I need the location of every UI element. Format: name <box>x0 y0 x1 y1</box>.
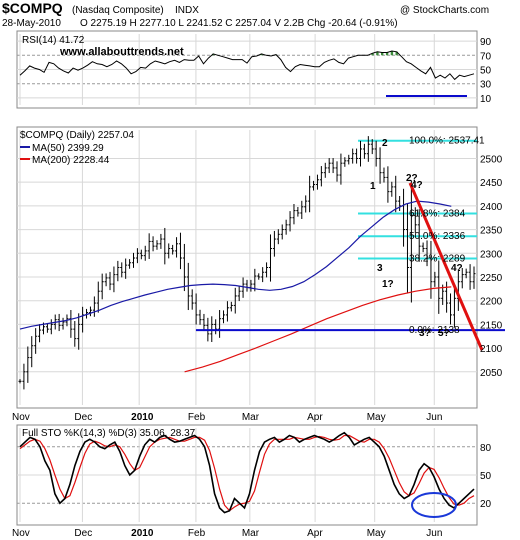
sto-tick-label: 50 <box>480 471 492 482</box>
site-label: www.allabouttrends.net <box>59 46 184 58</box>
fib-labels: 100.0%: 2537.41 61.8%: 2384 50.0%: 2336 38.… <box>409 136 485 336</box>
sto-k-line <box>19 431 475 514</box>
wave-label: 3? <box>419 328 431 339</box>
header-symbol: $COMPQ <box>2 0 63 16</box>
price-label: $COMPQ (Daily) 2257.04 <box>20 130 134 141</box>
wave-label: 1 <box>370 181 376 192</box>
price-tick-label: 2300 <box>480 249 503 260</box>
price-tick-label: 2150 <box>480 320 503 331</box>
fib-label: 0.0%: 2138 <box>409 325 460 336</box>
price-tick-label: 2400 <box>480 202 503 213</box>
ma200-legend: MA(200) 2228.44 <box>32 155 110 166</box>
x-tick-label: 2010 <box>131 412 154 423</box>
trendline <box>408 182 484 351</box>
price-grid <box>17 130 477 405</box>
fib-label: 61.8%: 2384 <box>409 208 466 219</box>
header-name: (Nasdaq Composite) <box>72 5 164 16</box>
wave-label: 5? <box>438 328 450 339</box>
ma200-line <box>184 286 452 373</box>
x-tick-label: Dec <box>74 528 92 539</box>
rsi-panel: RSI(14) 41.72 www.allabouttrends.net 10 3… <box>16 30 492 109</box>
price-tick-label: 2450 <box>480 178 503 189</box>
rsi-line <box>19 50 475 81</box>
price-ticks: 2050 2100 2150 2200 2250 2300 2350 2400 2450 2500 <box>480 154 503 378</box>
price-tick-label: 2500 <box>480 154 503 165</box>
wave-labels: 1 2 3 4? 5? 1? 2? 3? 4? <box>370 138 463 339</box>
price-panel: 100.0%: 2537.41 61.8%: 2384 50.0%: 2336 38.… <box>16 126 505 409</box>
sto-circle <box>411 492 457 518</box>
fib-label: 38.2%: 2289 <box>409 253 466 264</box>
price-tick-label: 2050 <box>480 368 503 379</box>
sto-ticks: 20 50 80 <box>480 443 492 510</box>
header-date: 28-May-2010 <box>2 18 61 29</box>
x-tick-label: Nov <box>12 528 30 539</box>
price-tick-label: 2100 <box>480 344 503 355</box>
x-axis-price: Nov Dec 2010 Feb Mar Apr May Jun <box>12 412 442 423</box>
sto-tick-label: 20 <box>480 499 492 510</box>
rsi-tick-label: 10 <box>480 94 492 105</box>
rsi-tick-label: 70 <box>480 51 492 62</box>
x-tick-label: Jun <box>426 528 442 539</box>
x-tick-label: Dec <box>74 412 92 423</box>
sto-label: Full STO %K(14,3) %D(3) 35.06, 28.37 <box>22 428 196 439</box>
x-tick-label: Mar <box>242 412 260 423</box>
header-watermark: @ StockCharts.com <box>400 5 489 16</box>
fib-lines <box>358 139 477 260</box>
header-ohlc: O 2275.19 H 2277.10 L 2241.52 C 2257.04 … <box>80 18 398 29</box>
wave-label: 2 <box>382 138 388 149</box>
wave-label: 4? <box>451 263 463 274</box>
x-tick-label: May <box>367 412 386 423</box>
rsi-tick-label: 30 <box>480 80 492 91</box>
price-tick-label: 2250 <box>480 273 503 284</box>
x-tick-label: May <box>367 528 386 539</box>
x-tick-label: Apr <box>307 528 323 539</box>
ma50-line <box>19 200 452 330</box>
price-tick-label: 2350 <box>480 226 503 237</box>
fib-label: 100.0%: 2537.41 <box>409 136 485 147</box>
wave-label: 1? <box>382 279 394 290</box>
wave-label: 4? <box>411 180 423 191</box>
price-panel-frame <box>16 126 478 409</box>
x-tick-label: Apr <box>307 412 323 423</box>
x-tick-label: Nov <box>12 412 30 423</box>
sto-tick-label: 80 <box>480 443 492 454</box>
fib-label: 50.0%: 2336 <box>409 231 466 242</box>
rsi-tick-label: 50 <box>480 66 492 77</box>
x-tick-label: 2010 <box>131 528 154 539</box>
header-exchange: INDX <box>175 5 199 16</box>
price-bars <box>18 136 476 390</box>
rsi-label: RSI(14) 41.72 <box>22 35 85 46</box>
sto-panel: Full STO %K(14,3) %D(3) 35.06, 28.37 20 5… <box>16 424 492 526</box>
wave-label: 3 <box>377 263 383 274</box>
x-tick-label: Feb <box>188 528 206 539</box>
x-tick-label: Feb <box>188 412 206 423</box>
x-tick-label: Mar <box>242 528 260 539</box>
rsi-tick-label: 90 <box>480 37 492 48</box>
x-tick-label: Jun <box>426 412 442 423</box>
wave-label: 2? <box>406 173 418 184</box>
ma50-legend: MA(50) 2399.29 <box>32 143 104 154</box>
x-axis-sto: Nov Dec 2010 Feb Mar Apr May Jun <box>12 528 442 539</box>
price-tick-label: 2200 <box>480 297 503 308</box>
rsi-ticks: 10 30 50 70 90 <box>480 37 492 105</box>
rsi-grid <box>17 34 477 105</box>
